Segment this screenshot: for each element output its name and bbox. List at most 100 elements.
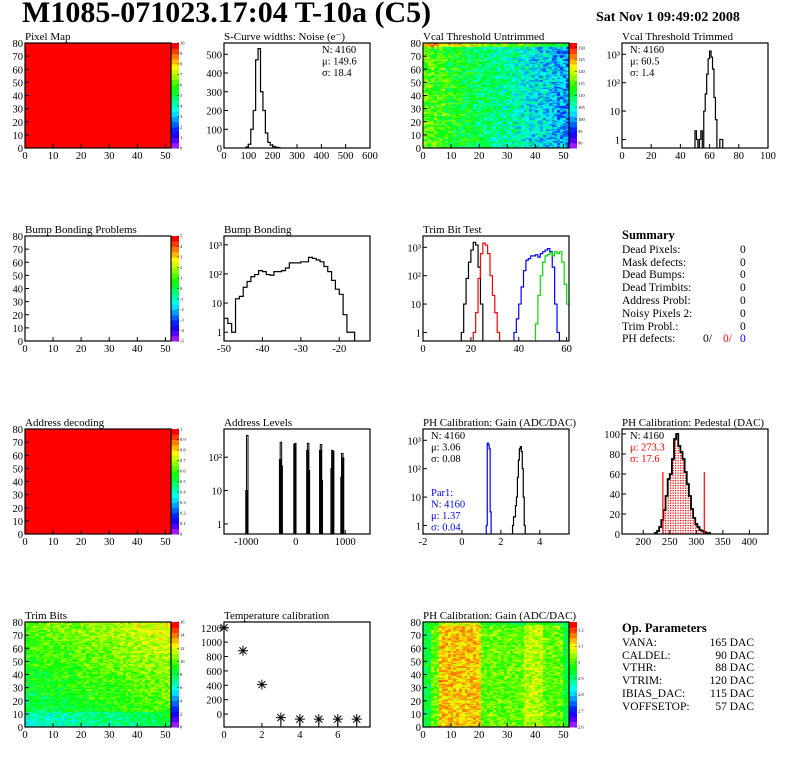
summary-value: 0 (740, 269, 746, 282)
x-tick-label: 250 (662, 537, 678, 548)
op-parameters-panel: Op. Parameters VANA: 165 DAC CALDEL: 90 DAC… (622, 622, 762, 714)
ph-calibration-pedestal-plot: PH Calibration: Pedestal (DAC)200 250 300 3… (604, 417, 769, 548)
data-point (256, 679, 267, 690)
bump-bonding-problems-title: Bump Bonding Problems (25, 224, 137, 236)
x-tick-label: 400 (742, 537, 758, 548)
summary-row: Noisy Pixels 2: 0 (622, 308, 762, 321)
histogram-fill-bin (671, 460, 675, 534)
colorbar-swatch (171, 658, 179, 665)
op-parameter-value: 120 DAC (709, 675, 754, 688)
y-tick-label: 60 (411, 644, 422, 655)
summary-label: Noisy Pixels 2: (622, 307, 693, 320)
stats-line: N: 4160 (431, 431, 465, 442)
y-tick-label: 70 (13, 52, 24, 63)
y-tick-label: 70 (13, 245, 24, 256)
colorbar-swatch (171, 262, 179, 268)
colorbar-swatch (569, 643, 577, 649)
histogram-series (694, 50, 724, 148)
x-tick-label: -50 (217, 344, 231, 355)
s-curve-widths-title: S-Curve widths: Noise (e⁻) (224, 31, 345, 43)
colorbar-tick-label: 2.6 (578, 725, 584, 730)
x-tick-label: -40 (255, 344, 269, 355)
colorbar-swatch (171, 434, 179, 440)
y-tick-label: 0 (217, 710, 222, 721)
ph-defects-value-black: 0/ (703, 333, 712, 346)
y-tick-label: 100 (604, 430, 620, 441)
ph-calibration-pedestal-title: PH Calibration: Pedestal (DAC) (622, 417, 764, 429)
colorbar-tick-label: 16 (180, 620, 185, 625)
histogram-series (485, 442, 492, 534)
stats-line: N: 4160 (630, 45, 664, 56)
colorbar-tick-label: 2 (180, 125, 182, 130)
colorbar-swatch (171, 320, 179, 326)
colorbar-swatch (569, 69, 577, 75)
stats-line: N: 4160 (322, 45, 356, 56)
op-parameter-label: VANA: (622, 636, 657, 649)
histogram-fill-bin (684, 473, 687, 534)
colorbar-swatch (171, 690, 179, 696)
y-tick-label: 50 (411, 657, 422, 668)
summary-value: 0 (740, 320, 746, 333)
x-tick-label: 0 (22, 537, 27, 548)
x-tick-label: 20 (76, 537, 87, 548)
x-tick-label: 1000 (335, 537, 356, 548)
y-tick-label: 0 (615, 530, 620, 541)
y-tick-label: 20 (13, 697, 24, 708)
colorbar-swatch (569, 79, 577, 86)
colorbar-swatch (171, 142, 179, 149)
y-tick-label: 10 (411, 131, 422, 142)
colorbar-swatch (171, 513, 179, 519)
y-tick-label: 20 (13, 118, 24, 129)
y-tick-label: 10³ (208, 241, 222, 252)
colorbar: -5 -4 -3 -2 -1 0 1 2 3 4 5 (171, 234, 184, 344)
histogram-series (224, 256, 356, 341)
stats-line: μ: 1.37 (431, 511, 461, 522)
colorbar-tick-label: 9 (180, 51, 183, 56)
x-tick-label: 200 (265, 151, 281, 162)
x-tick-label: 6 (335, 730, 340, 741)
stats-line: Par1: (431, 488, 453, 499)
temperature-calibration-plot: Temperature calibration 0 2 4 6 0 200 400 600 800… (201, 610, 371, 741)
summary-row: Address Probl: 0 (622, 295, 762, 308)
y-tick-label: 10 (13, 131, 24, 142)
colorbar-swatch (171, 507, 179, 514)
x-tick-label: 80 (734, 151, 745, 162)
colorbar-swatch (569, 121, 577, 128)
x-tick-label: 400 (313, 151, 329, 162)
x-tick-label: 200 (635, 537, 651, 548)
colorbar-swatch (171, 643, 179, 649)
x-tick-label: 40 (530, 151, 541, 162)
y-tick-label: 1200 (201, 624, 222, 635)
colorbar-swatch (569, 48, 577, 54)
colorbar-tick-label: 7 (180, 72, 183, 77)
y-tick-label: 50 (13, 657, 24, 668)
colorbar-tick-label: 10 (180, 41, 185, 46)
colorbar-tick-label: 3.1 (578, 644, 584, 649)
colorbar-swatch (171, 121, 179, 128)
y-tick-label: 10² (208, 453, 222, 464)
summary-panel: Summary Dead Pixels: 0 Mask defects: 0 Dead … (622, 229, 762, 346)
summary-label: Dead Bumps: (622, 269, 685, 282)
histogram-fill-bin (669, 475, 672, 534)
colorbar-tick-label: 115 (578, 81, 585, 86)
colorbar-swatch (569, 137, 577, 144)
op-parameter-row: CALDEL: 90 DAC (622, 650, 762, 663)
colorbar-swatch (171, 476, 179, 482)
op-parameter-label: VTHR: (622, 662, 657, 675)
y-tick-label: 1 (217, 328, 222, 339)
y-tick-label: 20 (13, 311, 24, 322)
y-tick-label: 10 (610, 107, 621, 118)
y-tick-label: 80 (13, 425, 24, 436)
y-tick-label: 20 (411, 697, 422, 708)
colorbar-swatch (171, 653, 179, 660)
op-parameter-label: IBIAS_DAC: (622, 687, 686, 700)
summary-row: Dead Trimbits: 0 (622, 282, 762, 295)
colorbar-swatch (171, 711, 179, 717)
heatmap-cells (25, 622, 171, 727)
colorbar-tick-label: 2 (180, 265, 182, 270)
colorbar-tick-label: 0.2 (180, 511, 186, 516)
x-tick-label: 0 (420, 730, 425, 741)
y-tick-label: 30 (13, 491, 24, 502)
x-tick-label: 0 (221, 151, 226, 162)
y-tick-label: 40 (13, 478, 24, 489)
